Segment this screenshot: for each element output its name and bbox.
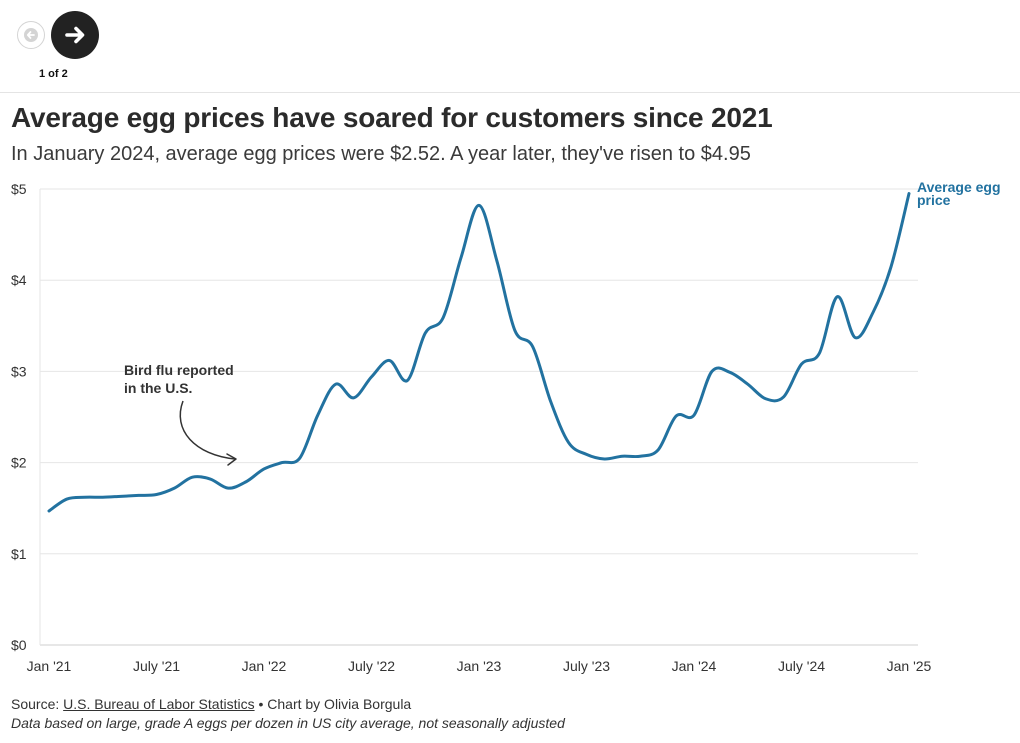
series-end-label: Average egg price — [917, 179, 1001, 208]
annotation-arrowhead-icon — [226, 453, 237, 466]
y-tick-label: $3 — [11, 363, 27, 379]
source-link[interactable]: U.S. Bureau of Labor Statistics — [63, 696, 255, 712]
chart-credit: • Chart by Olivia Borgula — [254, 696, 412, 712]
arrow-right-icon — [65, 26, 85, 44]
x-tick-label: July '21 — [133, 658, 180, 674]
series-line-average-egg-price — [47, 192, 911, 513]
data-note: Data based on large, grade A eggs per do… — [11, 715, 565, 731]
y-tick-label: $2 — [11, 455, 27, 471]
x-axis: Jan '21 July '21 Jan '22 July '22 Jan '23 Jul… — [27, 658, 932, 674]
series-label-line1: Average egg — [917, 179, 1001, 195]
y-tick-label: $5 — [11, 181, 27, 197]
y-axis: $0 $1 $2 $3 $4 $5 — [11, 181, 27, 653]
annotation-arrow — [179, 400, 236, 460]
y-tick-label: $0 — [11, 637, 27, 653]
x-tick-label: Jan '25 — [887, 658, 932, 674]
chart-subtitle: In January 2024, average egg prices were… — [11, 143, 751, 165]
x-tick-label: July '23 — [563, 658, 610, 674]
x-tick-label: July '24 — [778, 658, 825, 674]
x-tick-label: Jan '22 — [242, 658, 287, 674]
source-prefix: Source: — [11, 696, 64, 712]
arrow-left-icon — [24, 28, 38, 42]
previous-button[interactable] — [17, 21, 45, 49]
page-indicator: 1 of 2 — [39, 68, 68, 80]
chart-title: Average egg prices have soared for custo… — [11, 102, 773, 133]
y-tick-label: $1 — [11, 546, 27, 562]
next-button[interactable] — [51, 11, 99, 59]
source-line: Source: U.S. Bureau of Labor Statistics … — [11, 696, 411, 712]
y-tick-label: $4 — [11, 272, 27, 288]
x-tick-label: July '22 — [348, 658, 395, 674]
x-tick-label: Jan '23 — [457, 658, 502, 674]
line-chart: $0 $1 $2 $3 $4 $5 Jan '21 July '21 Jan '22 July … — [11, 179, 1001, 674]
annotation-bird-flu: Bird flu reported in the U.S. — [124, 362, 237, 466]
header-divider — [0, 92, 1020, 93]
gridlines — [39, 188, 918, 646]
x-tick-label: Jan '21 — [27, 658, 72, 674]
slide-navigation: 1 of 2 — [0, 0, 1020, 92]
x-tick-label: Jan '24 — [672, 658, 717, 674]
series-label-line2: price — [917, 192, 951, 208]
annotation-text-line2: in the U.S. — [124, 380, 192, 396]
annotation-text-line1: Bird flu reported — [124, 362, 234, 378]
